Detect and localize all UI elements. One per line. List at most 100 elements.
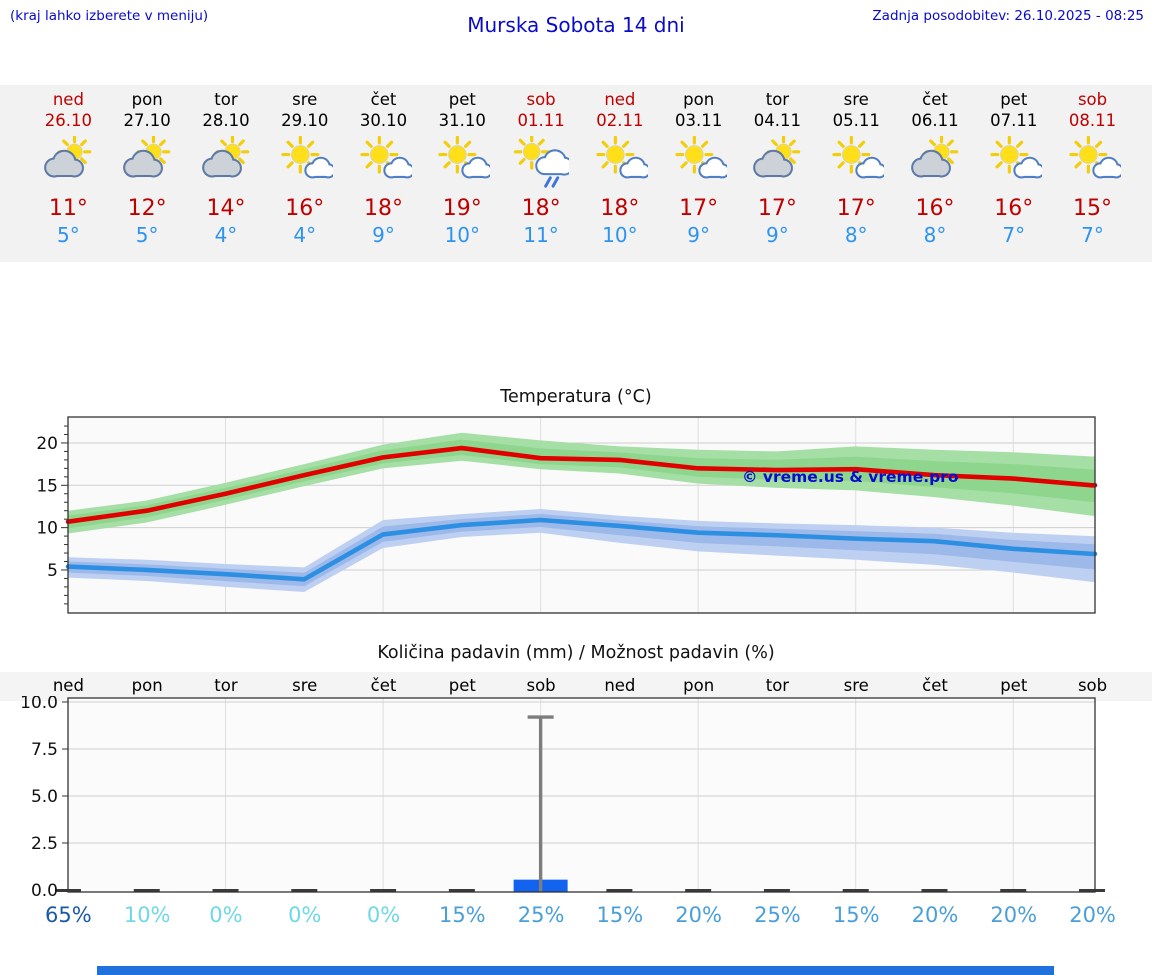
day-high-temp: 19° [442,196,482,221]
last-update-label: Zadnja posodobitev: 26.10.2025 - 08:25 [872,8,1144,24]
mostly-sunny-icon [438,136,491,179]
precip-day-label: čet [922,676,948,695]
day-date: 06.11 [911,111,959,130]
day-date: 31.10 [438,111,486,130]
precip-probability: 15% [832,903,880,927]
day-icon-box [187,132,266,192]
precipitation-chart: 0.0 2.5 5.0 7.5 10.0 [20,696,1106,900]
mostly-sunny-icon [990,136,1042,179]
day-icon-box [659,132,738,192]
day-date: 02.11 [596,111,644,130]
partly-cloudy-gray-icon [911,136,959,178]
day-name: čet [370,90,397,109]
day-icon-box [108,132,187,192]
day-high-temp: 18° [521,196,561,221]
day-icon-box [29,132,108,192]
precip-ytick-label: 10.0 [20,696,58,713]
temp-ytick-label: 5 [47,561,58,581]
day-low-temp: 9° [766,223,789,247]
forecast-day: čet 06.11 16° 8° [896,85,975,262]
day-date: 04.11 [753,111,802,130]
precip-day-label: sre [843,676,869,695]
temp-ytick-label: 20 [36,434,58,454]
day-high-temp: 16° [285,196,325,221]
day-name: pet [448,90,476,109]
precipitation-day-strip [0,672,1152,701]
day-high-temp: 18° [600,196,640,221]
precip-probability: 20% [990,903,1038,927]
precip-day-label: ned [52,676,84,695]
forecast-day: ned 26.10 11° 5° [29,85,108,262]
precip-day-label: pet [1000,676,1028,695]
day-low-temp: 10° [602,223,638,247]
temperature-chart-title: Temperatura (°C) [500,387,652,407]
day-icon-box [817,132,896,192]
day-icon-box [580,132,659,192]
day-name: čet [922,90,948,109]
day-low-temp: 11° [523,223,559,247]
forecast-day: čet 30.10 18° 9° [344,85,423,262]
day-low-temp: 9° [372,223,395,247]
day-name: sre [292,90,318,109]
precip-day-label: pon [683,676,715,695]
precip-day-label: sob [1077,676,1108,695]
day-date: 28.10 [202,111,250,130]
day-low-temp: 5° [57,223,80,247]
partly-cloudy-gray-icon [123,136,171,178]
precip-day-label: sre [292,676,318,695]
precip-probability: 0% [209,903,243,927]
partly-cloudy-gray-icon [44,136,92,178]
precip-probability: 65% [45,903,92,927]
forecast-strip [0,85,1152,262]
forecast-day: sre 29.10 16° 4° [265,85,344,262]
precip-probability: 20% [675,903,722,927]
day-date: 26.10 [44,111,93,130]
day-name: ned [604,90,636,109]
precip-probability: 15% [596,903,644,927]
day-icon-box [344,132,423,192]
precip-day-label: tor [214,676,238,695]
forecast-day: sob 01.11 18° 11° [502,85,581,262]
day-high-temp: 16° [915,196,955,221]
precipitation-probability-row: 65% 10% 0% 0% 0% 15% 25% 15% 20% 25% 15% 20% 20% 20% [29,903,1132,927]
day-low-temp: 5° [135,223,159,247]
day-high-temp: 11° [48,196,88,221]
day-low-temp: 8° [923,223,947,247]
page-title: Murska Sobota 14 dni [467,13,685,37]
precip-ytick-label: 0.0 [31,881,58,900]
day-icon-box [265,132,344,192]
day-date: 03.11 [675,111,723,130]
precip-probability: 0% [366,903,401,927]
forecast-day: pon 03.11 17° 9° [659,85,738,262]
day-icon-box [974,132,1053,192]
day-high-temp: 12° [127,196,167,221]
day-name: tor [214,90,238,109]
menu-hint: (kraj lahko izberete v meniju) [10,8,209,24]
precip-probability: 15% [438,903,486,927]
day-date: 01.11 [517,111,565,130]
precip-ytick-label: 7.5 [31,740,58,760]
day-high-temp: 18° [364,196,404,221]
day-icon-box [896,132,975,192]
precip-probability: 10% [123,903,171,927]
forecast-day: sre 05.11 17° 8° [817,85,896,262]
forecast-day: pon 27.10 12° 5° [108,85,187,262]
forecast-day: ned 02.11 18° 10° [580,85,659,262]
watermark-link[interactable]: © vreme.us & vreme.pro [742,468,959,486]
forecast-day: tor 04.11 17° 9° [738,85,817,262]
precip-day-label: pet [448,676,476,695]
temp-ytick-label: 10 [36,519,58,539]
day-date: 30.10 [359,111,408,130]
day-high-temp: 15° [1073,196,1113,221]
day-icon-box [1053,132,1132,192]
partly-cloudy-gray-icon [202,136,250,178]
forecast-day: sob 08.11 15° 7° [1053,85,1132,262]
precip-ytick-label: 2.5 [31,834,58,854]
mostly-sunny-icon [596,136,648,179]
temperature-chart: 5 10 15 20 [36,416,1098,614]
day-date: 27.10 [123,111,171,130]
forecast-day: pet 31.10 19° 10° [423,85,502,262]
precip-probability: 25% [517,903,565,927]
day-name: tor [765,90,790,109]
